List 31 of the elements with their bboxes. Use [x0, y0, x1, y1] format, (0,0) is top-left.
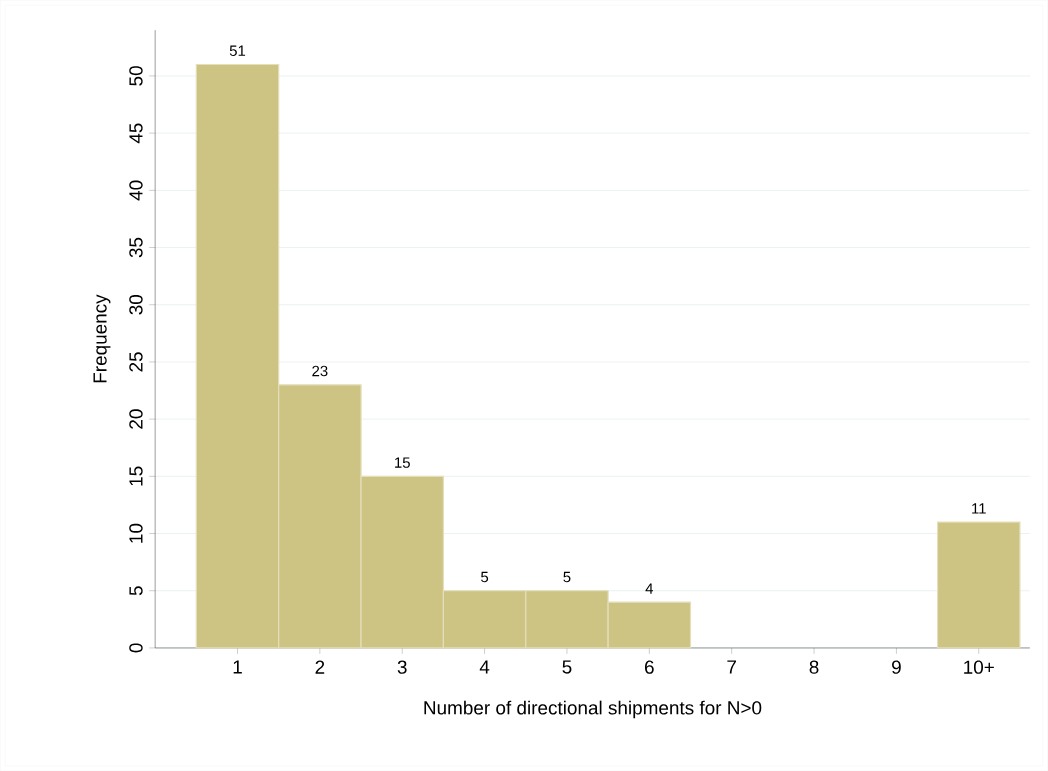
x-axis-title: Number of directional shipments for N>0 — [424, 700, 762, 719]
data-label: 4 — [645, 583, 654, 594]
bar — [936, 521, 1021, 649]
data-label: 23 — [312, 365, 328, 377]
data-label: 11 — [972, 503, 986, 514]
y-tick-label: 20 — [129, 409, 143, 429]
y-tick-label: 25 — [129, 352, 143, 372]
x-tick-label: 2 — [315, 660, 325, 674]
data-label: 5 — [563, 571, 571, 583]
x-tick-label: 6 — [645, 660, 654, 674]
y-tick-label: 5 — [129, 586, 143, 596]
data-label: 5 — [481, 571, 489, 583]
y-axis-title: Frequency — [93, 294, 111, 383]
x-tick-label: 10+ — [964, 660, 994, 674]
x-tick-label: 9 — [892, 660, 901, 674]
y-tick-label: 0 — [129, 643, 143, 653]
y-tick-label: 15 — [129, 466, 143, 486]
x-tick-label: 5 — [562, 660, 572, 674]
y-tick-label: 45 — [129, 123, 143, 144]
x-tick-label: 4 — [479, 660, 490, 674]
y-tick-label: 50 — [129, 66, 143, 86]
x-tick-label: 3 — [397, 660, 407, 674]
x-tick-label: 7 — [727, 660, 736, 674]
y-tick-label: 40 — [129, 180, 143, 201]
y-tick-label: 35 — [129, 237, 143, 258]
x-tick-label: 8 — [809, 660, 819, 674]
data-label: 15 — [395, 457, 410, 468]
y-tick-label: 30 — [129, 294, 143, 315]
data-label: 51 — [229, 45, 246, 56]
y-tick-label: 10 — [129, 523, 143, 543]
x-tick-label: 1 — [233, 660, 242, 674]
